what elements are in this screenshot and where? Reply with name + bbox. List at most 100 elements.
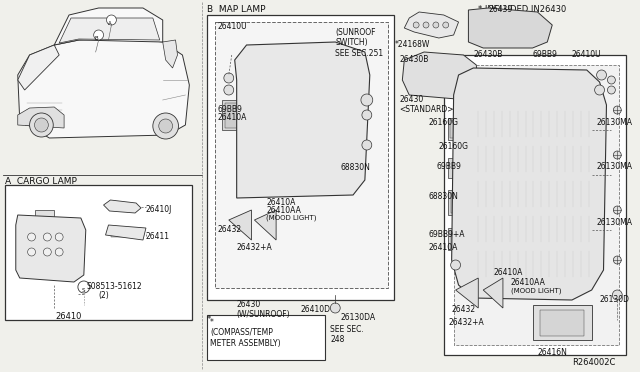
- Circle shape: [361, 94, 372, 106]
- Text: 26130MA: 26130MA: [596, 218, 632, 227]
- Circle shape: [224, 73, 234, 83]
- Bar: [225, 103, 243, 128]
- Bar: [246, 165, 355, 183]
- Circle shape: [433, 22, 439, 28]
- Text: 68830N: 68830N: [429, 192, 459, 201]
- Text: 26160G: 26160G: [429, 118, 459, 127]
- Text: 26432: 26432: [218, 225, 242, 234]
- Bar: [111, 228, 141, 237]
- Bar: [474, 250, 591, 278]
- Polygon shape: [456, 278, 478, 308]
- Circle shape: [153, 113, 179, 139]
- Circle shape: [613, 151, 621, 159]
- Circle shape: [423, 22, 429, 28]
- Bar: [454, 65, 620, 345]
- Circle shape: [29, 113, 53, 137]
- Text: 26430
(W/SUNROOF): 26430 (W/SUNROOF): [237, 300, 291, 320]
- Circle shape: [159, 119, 173, 133]
- Polygon shape: [163, 40, 177, 68]
- Text: 26130MA: 26130MA: [596, 162, 632, 171]
- Text: 69BB9: 69BB9: [437, 162, 461, 171]
- Bar: [246, 95, 355, 113]
- Bar: [451, 231, 463, 248]
- Bar: [25, 225, 74, 270]
- Text: 26430
<STANDARD>: 26430 <STANDARD>: [399, 95, 454, 115]
- Text: 69BB9+A: 69BB9+A: [429, 230, 465, 239]
- Bar: [444, 55, 626, 355]
- Circle shape: [28, 248, 35, 256]
- Polygon shape: [228, 210, 252, 240]
- Circle shape: [607, 76, 615, 84]
- Circle shape: [613, 256, 621, 264]
- Bar: [474, 215, 591, 243]
- Text: 26430B: 26430B: [399, 55, 429, 64]
- Bar: [35, 210, 54, 220]
- Bar: [448, 228, 465, 250]
- Text: *
(COMPASS/TEMP
METER ASSEMBLY): * (COMPASS/TEMP METER ASSEMBLY): [210, 318, 281, 348]
- Text: 26432+A: 26432+A: [237, 243, 273, 252]
- Text: 26416N: 26416N: [538, 348, 567, 357]
- Bar: [478, 20, 538, 45]
- Text: (MOOD LIGHT): (MOOD LIGHT): [511, 287, 561, 294]
- Text: S08513-51612: S08513-51612: [87, 282, 143, 291]
- Bar: [2, 2, 197, 175]
- Polygon shape: [16, 215, 86, 282]
- Text: A  CARGO LAMP: A CARGO LAMP: [5, 177, 77, 186]
- Polygon shape: [483, 278, 503, 308]
- Polygon shape: [54, 8, 163, 45]
- Circle shape: [78, 281, 90, 293]
- Bar: [474, 180, 591, 208]
- Text: S: S: [82, 288, 86, 292]
- Circle shape: [55, 233, 63, 241]
- Text: B  MAP LAMP: B MAP LAMP: [207, 5, 266, 14]
- Circle shape: [612, 290, 622, 300]
- Text: 26410A: 26410A: [266, 198, 296, 207]
- Text: 26410A: 26410A: [493, 268, 522, 277]
- Circle shape: [362, 110, 372, 120]
- Circle shape: [362, 140, 372, 150]
- Bar: [448, 118, 465, 140]
- Text: 26410U: 26410U: [572, 50, 602, 59]
- Text: 26432: 26432: [452, 305, 476, 314]
- Text: SEE SEC.
248: SEE SEC. 248: [330, 325, 364, 344]
- Bar: [451, 193, 463, 213]
- Text: 26410D: 26410D: [300, 305, 330, 314]
- Text: 68830N: 68830N: [340, 163, 370, 172]
- Polygon shape: [235, 42, 370, 198]
- Circle shape: [55, 248, 63, 256]
- Circle shape: [607, 86, 615, 94]
- Circle shape: [613, 106, 621, 114]
- Bar: [5, 185, 192, 320]
- Bar: [335, 55, 360, 80]
- Circle shape: [224, 85, 234, 95]
- Text: 26432+A: 26432+A: [449, 318, 484, 327]
- Circle shape: [451, 260, 461, 270]
- Text: 26410U: 26410U: [218, 22, 248, 31]
- Circle shape: [330, 303, 340, 313]
- Circle shape: [44, 248, 51, 256]
- Polygon shape: [18, 45, 59, 90]
- Polygon shape: [468, 8, 552, 48]
- Polygon shape: [18, 107, 64, 128]
- Bar: [246, 120, 355, 138]
- Text: 26410A: 26410A: [429, 243, 458, 252]
- Text: 26410: 26410: [56, 312, 82, 321]
- Bar: [448, 158, 465, 178]
- Text: B: B: [95, 35, 99, 41]
- Text: 26410A: 26410A: [218, 113, 247, 122]
- Polygon shape: [104, 200, 141, 213]
- Text: (MOOD LIGHT): (MOOD LIGHT): [266, 214, 317, 221]
- Circle shape: [28, 233, 35, 241]
- Bar: [532, 305, 591, 340]
- Circle shape: [443, 22, 449, 28]
- Text: 26130D: 26130D: [600, 295, 630, 304]
- Circle shape: [93, 30, 104, 40]
- Text: * INCLUDED IN26430: * INCLUDED IN26430: [478, 5, 566, 14]
- Circle shape: [613, 206, 621, 214]
- Bar: [215, 22, 388, 288]
- Polygon shape: [106, 225, 146, 240]
- Bar: [340, 58, 355, 77]
- Text: 69BB9: 69BB9: [532, 50, 557, 59]
- Bar: [207, 15, 394, 300]
- Text: 26430B: 26430B: [474, 50, 502, 59]
